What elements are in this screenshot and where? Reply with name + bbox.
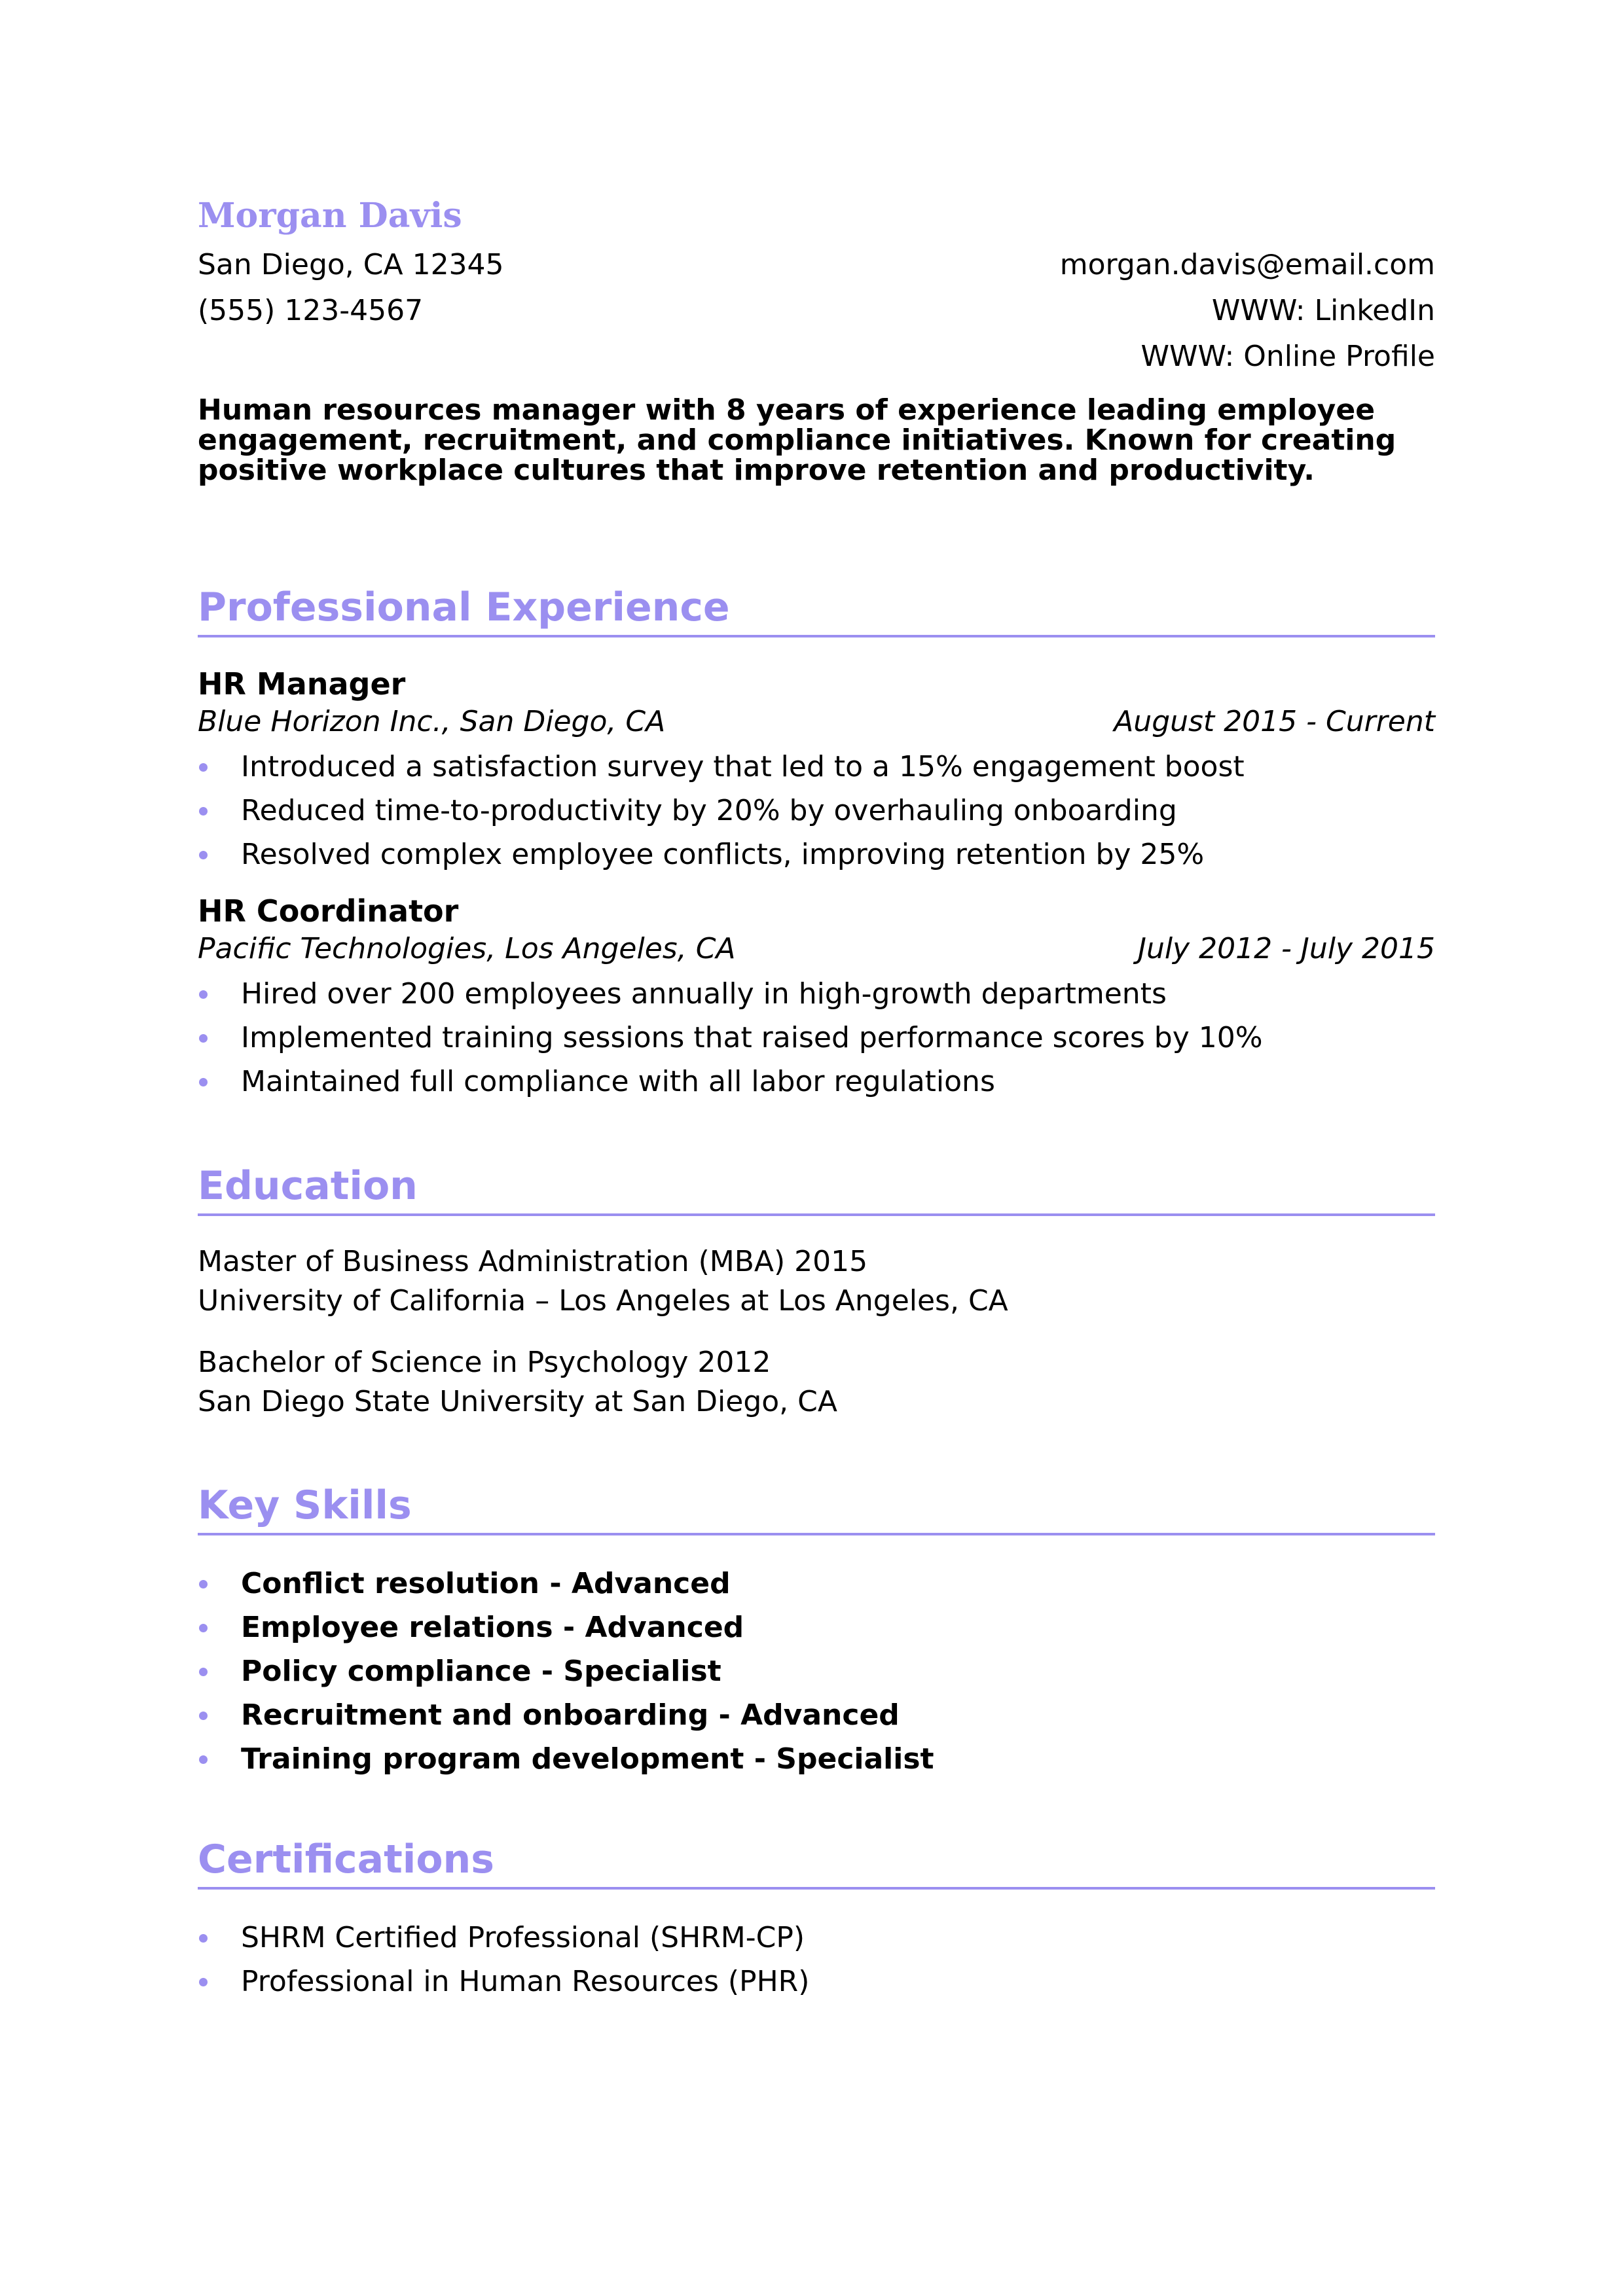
- list-item: Resolved complex employee conflicts, imp…: [198, 833, 1435, 876]
- list-item: Hired over 200 employees annually in hig…: [198, 972, 1435, 1016]
- certification-text: Professional in Human Resources (PHR): [241, 1965, 810, 1998]
- skill-name: Employee relations: [241, 1611, 553, 1644]
- bullet-icon: [199, 807, 208, 816]
- bullet-icon: [199, 851, 208, 859]
- section-title-education: Education: [198, 1160, 1435, 1216]
- list-item: Training program development - Specialis…: [198, 1737, 1435, 1781]
- bullet-text: Maintained full compliance with all labo…: [241, 1065, 995, 1098]
- section-title-certifications: Certifications: [198, 1833, 1435, 1890]
- resume-header: Morgan Davis San Diego, CA 12345 (555) 1…: [198, 190, 1435, 486]
- bullet-icon: [199, 1668, 208, 1676]
- job-organization: Blue Horizon Inc., San Diego, CA: [198, 705, 666, 738]
- bullet-icon: [199, 1580, 208, 1588]
- bullet-icon: [199, 1934, 208, 1943]
- job-bullets: Hired over 200 employees annually in hig…: [198, 972, 1435, 1103]
- job-dates: July 2012 - July 2015: [1137, 932, 1435, 965]
- job-meta: Pacific Technologies, Los Angeles, CA Ju…: [198, 930, 1435, 968]
- bullet-text: Hired over 200 employees annually in hig…: [241, 977, 1167, 1011]
- job-title: HR Coordinator: [198, 893, 459, 929]
- skills-section: Key Skills Conflict resolution - Advance…: [198, 1479, 1435, 1781]
- bullet-text: Introduced a satisfaction survey that le…: [241, 750, 1245, 783]
- education-entry: Bachelor of Science in Psychology 2012 S…: [198, 1343, 1435, 1422]
- list-item: SHRM Certified Professional (SHRM-CP): [198, 1916, 1435, 1960]
- certification-text: SHRM Certified Professional (SHRM-CP): [241, 1921, 805, 1954]
- bullet-icon: [199, 763, 208, 772]
- bullet-text: Implemented training sessions that raise…: [241, 1021, 1263, 1054]
- list-item: Introduced a satisfaction survey that le…: [198, 745, 1435, 789]
- job-entry: HR Manager Blue Horizon Inc., San Diego,…: [198, 665, 1435, 876]
- bullet-icon: [199, 1034, 208, 1043]
- job-bullets: Introduced a satisfaction survey that le…: [198, 745, 1435, 876]
- linkedin-link[interactable]: WWW: LinkedIn: [1211, 294, 1435, 327]
- skill-name: Conflict resolution: [241, 1567, 540, 1600]
- skill-separator: -: [708, 1698, 741, 1732]
- degree: Master of Business Administration (MBA) …: [198, 1245, 868, 1278]
- job-organization: Pacific Technologies, Los Angeles, CA: [198, 932, 736, 965]
- skill-separator: -: [539, 1567, 572, 1600]
- job-title: HR Manager: [198, 666, 406, 702]
- skill-separator: -: [531, 1655, 564, 1688]
- list-item: Recruitment and onboarding - Advanced: [198, 1693, 1435, 1737]
- bullet-text: Reduced time-to-productivity by 20% by o…: [241, 794, 1177, 827]
- skill-separator: -: [744, 1742, 776, 1776]
- list-item: Policy compliance - Specialist: [198, 1649, 1435, 1693]
- list-item: Implemented training sessions that raise…: [198, 1016, 1435, 1060]
- online-profile-link[interactable]: WWW: Online Profile: [1140, 340, 1435, 373]
- contact-right: morgan.davis@email.com WWW: LinkedIn WWW…: [1060, 242, 1435, 380]
- phone: (555) 123-4567: [198, 294, 424, 327]
- bullet-icon: [199, 1755, 208, 1764]
- degree: Bachelor of Science in Psychology 2012: [198, 1346, 771, 1379]
- skill-separator: -: [553, 1611, 585, 1644]
- bullet-icon: [199, 1078, 208, 1086]
- contact-left: San Diego, CA 12345 (555) 123-4567: [198, 242, 504, 334]
- skill-name: Recruitment and onboarding: [241, 1698, 709, 1732]
- address: San Diego, CA 12345: [198, 248, 504, 281]
- contact-info: San Diego, CA 12345 (555) 123-4567 morga…: [198, 242, 1435, 380]
- skill-level: Advanced: [740, 1698, 900, 1732]
- list-item: Maintained full compliance with all labo…: [198, 1060, 1435, 1103]
- section-title-skills: Key Skills: [198, 1479, 1435, 1535]
- skill-level: Advanced: [585, 1611, 744, 1644]
- candidate-name: Morgan Davis: [198, 196, 462, 236]
- list-item: Conflict resolution - Advanced: [198, 1562, 1435, 1605]
- job-entry: HR Coordinator Pacific Technologies, Los…: [198, 892, 1435, 1103]
- skills-list: Conflict resolution - Advanced Employee …: [198, 1562, 1435, 1781]
- bullet-icon: [199, 990, 208, 999]
- skill-name: Policy compliance: [241, 1655, 532, 1688]
- resume-page: Morgan Davis San Diego, CA 12345 (555) 1…: [198, 190, 1435, 2003]
- list-item: Reduced time-to-productivity by 20% by o…: [198, 789, 1435, 833]
- professional-summary: Human resources manager with 8 years of …: [198, 393, 1396, 487]
- skill-level: Specialist: [776, 1742, 934, 1776]
- list-item: Employee relations - Advanced: [198, 1605, 1435, 1649]
- education-entry: Master of Business Administration (MBA) …: [198, 1242, 1435, 1321]
- school: University of California – Los Angeles a…: [198, 1284, 1008, 1318]
- bullet-icon: [199, 1978, 208, 1986]
- job-dates: August 2015 - Current: [1114, 705, 1435, 738]
- bullet-icon: [199, 1712, 208, 1720]
- education-section: Education Master of Business Administrat…: [198, 1160, 1435, 1422]
- skill-level: Specialist: [563, 1655, 721, 1688]
- skill-level: Advanced: [571, 1567, 731, 1600]
- list-item: Professional in Human Resources (PHR): [198, 1960, 1435, 2003]
- bullet-icon: [199, 1624, 208, 1632]
- job-meta: Blue Horizon Inc., San Diego, CA August …: [198, 703, 1435, 741]
- certifications-section: Certifications SHRM Certified Profession…: [198, 1833, 1435, 2003]
- skill-name: Training program development: [241, 1742, 744, 1776]
- certifications-list: SHRM Certified Professional (SHRM-CP) Pr…: [198, 1916, 1435, 2003]
- section-title-experience: Professional Experience: [198, 581, 1435, 637]
- school: San Diego State University at San Diego,…: [198, 1385, 837, 1418]
- email-link[interactable]: morgan.davis@email.com: [1059, 248, 1435, 281]
- bullet-text: Resolved complex employee conflicts, imp…: [241, 838, 1205, 871]
- experience-section: Professional Experience HR Manager Blue …: [198, 581, 1435, 1103]
